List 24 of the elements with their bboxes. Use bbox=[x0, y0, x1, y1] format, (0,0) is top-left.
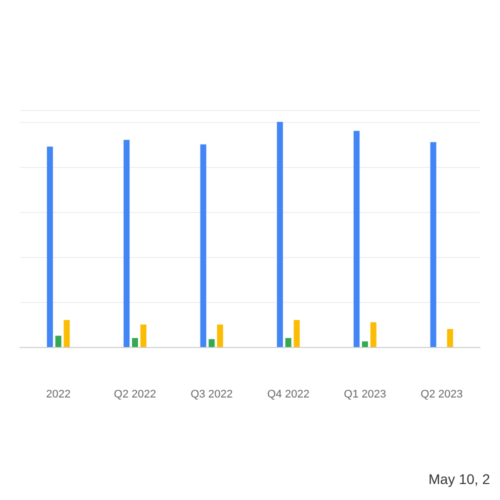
bar bbox=[132, 338, 138, 347]
bar bbox=[46, 146, 53, 347]
bar bbox=[354, 130, 360, 347]
bar bbox=[276, 122, 283, 347]
bar bbox=[55, 336, 62, 347]
bar bbox=[285, 338, 292, 347]
x-tick-label: Q2 2023 bbox=[420, 388, 463, 400]
bar bbox=[294, 320, 300, 347]
bar bbox=[124, 140, 130, 347]
x-tick-label: Q1 2023 bbox=[344, 388, 386, 400]
bar bbox=[64, 320, 70, 347]
x-tick-label: Q3 2022 bbox=[190, 388, 233, 400]
text: May 10, 2 bbox=[428, 471, 490, 487]
bar bbox=[362, 341, 368, 347]
bar bbox=[370, 322, 376, 347]
x-tick-label: Q4 2022 bbox=[267, 388, 310, 400]
bar bbox=[447, 328, 454, 347]
bar bbox=[430, 142, 436, 347]
bar bbox=[208, 339, 215, 347]
bar bbox=[217, 324, 224, 347]
bar bbox=[200, 144, 206, 347]
x-tick-label: Q2 2022 bbox=[114, 388, 156, 400]
bar bbox=[140, 324, 146, 347]
x-tick-label: 2022 bbox=[46, 388, 71, 400]
